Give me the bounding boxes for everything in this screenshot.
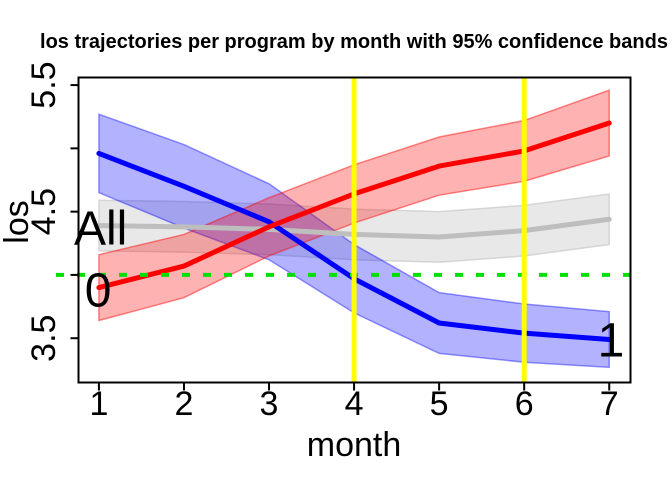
axes-layer: 1 2 3 4 5 6 7 3.5 4.5 5.5: [25, 61, 632, 423]
x-tick-label-5: 5: [430, 385, 449, 423]
series-labels-layer: 0 1 All: [74, 202, 624, 367]
y-tick-label-5.5: 5.5: [25, 61, 63, 108]
chart-title: los trajectories per program by month wi…: [40, 31, 668, 53]
y-axis-label: los: [0, 200, 36, 243]
series-label-all: All: [74, 202, 127, 255]
x-axis-label: month: [307, 426, 402, 464]
y-tick-label-3.5: 3.5: [25, 315, 63, 362]
x-tick-label-6: 6: [515, 385, 534, 423]
x-tick-label-2: 2: [175, 385, 194, 423]
x-tick-label-4: 4: [345, 385, 364, 423]
series-label-program-1: 1: [598, 314, 625, 367]
x-tick-label-1: 1: [89, 385, 108, 423]
band-program-1: [98, 113, 610, 369]
series-label-program-0: 0: [85, 264, 112, 317]
y-tick-label-4.5: 4.5: [25, 188, 63, 235]
reference-vlines-layer: [351, 77, 527, 383]
x-tick-label-3: 3: [260, 385, 279, 423]
x-tick-label-7: 7: [600, 385, 619, 423]
